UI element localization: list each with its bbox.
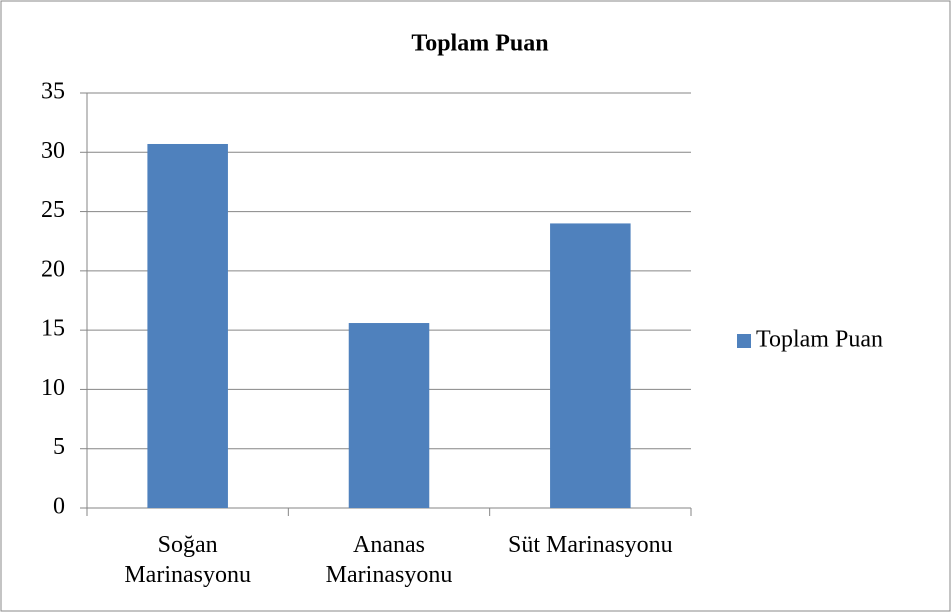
bar <box>147 143 228 508</box>
y-tick-label: 10 <box>41 375 65 401</box>
y-tick-label: 30 <box>41 138 65 164</box>
y-tick-label: 5 <box>53 434 65 460</box>
bar <box>550 223 631 508</box>
y-tick-label: 0 <box>53 494 65 520</box>
legend-label: Toplam Puan <box>756 327 883 353</box>
chart-title: Toplam Puan <box>411 31 548 57</box>
y-tick-label: 35 <box>41 79 65 105</box>
bar <box>348 323 430 508</box>
y-tick-label: 15 <box>41 316 65 342</box>
x-tick-label: Ananas Marinasyonu <box>325 532 453 588</box>
y-tick-label: 20 <box>41 256 65 282</box>
x-tick-label: Soğan Marinasyonu <box>124 532 251 588</box>
y-tick-label: 25 <box>41 197 65 223</box>
legend-swatch <box>737 334 751 348</box>
x-tick-label: Süt Marinasyonu <box>507 532 673 558</box>
